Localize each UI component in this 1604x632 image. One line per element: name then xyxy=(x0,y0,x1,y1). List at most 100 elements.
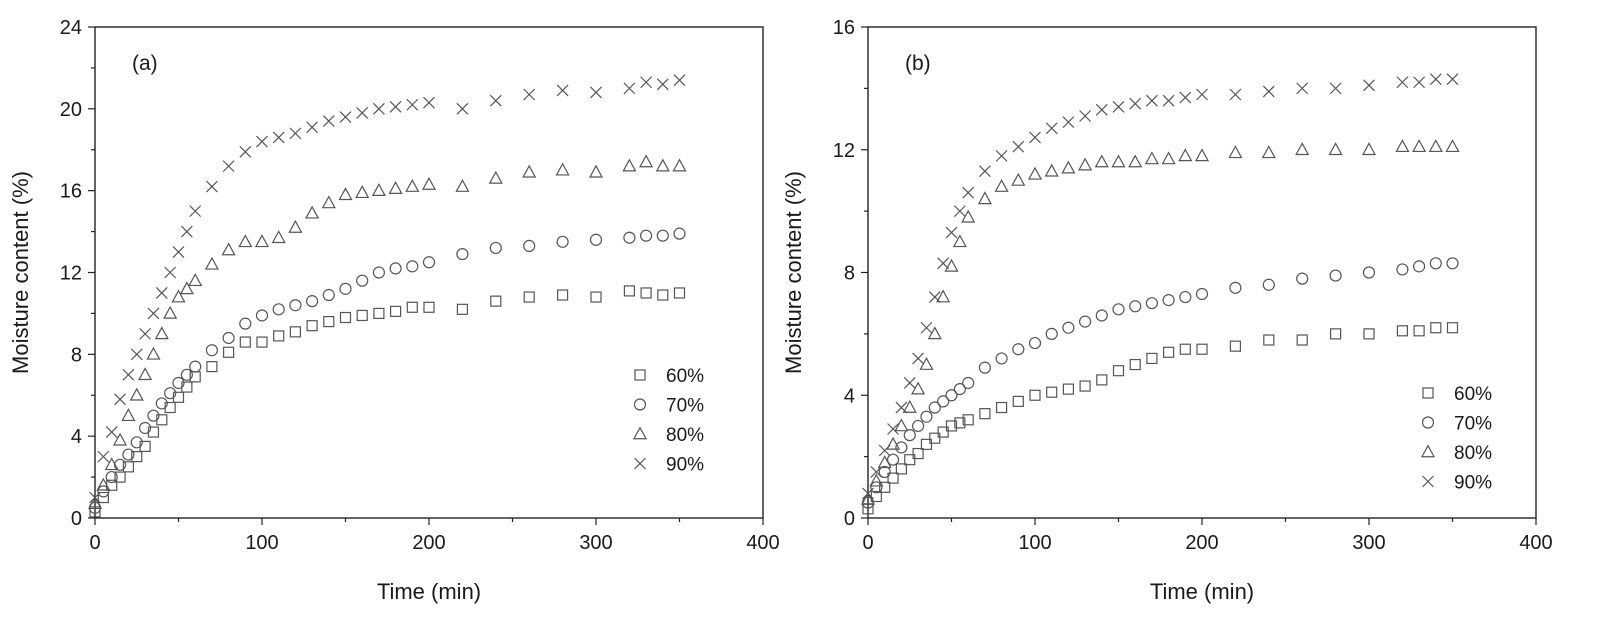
data-point xyxy=(937,426,949,438)
legend-label: 70% xyxy=(1454,414,1492,435)
data-point xyxy=(623,285,636,297)
x-tick-label: 400 xyxy=(746,532,779,554)
data-point xyxy=(672,158,687,172)
data-point xyxy=(945,389,958,402)
data-point xyxy=(130,436,143,449)
chart-panel-a: 0 100 200 300 400 0 4 8 12 16 20 24 Time (min) Moistu… xyxy=(8,17,780,604)
plot-frame xyxy=(94,26,764,519)
data-point xyxy=(89,491,101,504)
data-point xyxy=(1161,151,1176,165)
data-point xyxy=(1162,94,1175,107)
data-point xyxy=(523,88,536,101)
data-point xyxy=(555,162,570,176)
legend: 60% 70% 80% 90% xyxy=(1420,384,1492,494)
series-90pct xyxy=(862,73,1459,500)
data-point xyxy=(1229,88,1242,101)
data-point xyxy=(171,289,186,303)
data-point xyxy=(556,84,569,97)
data-point xyxy=(222,331,235,345)
legend-marker xyxy=(1420,444,1436,458)
x-axis-title: Time (min) xyxy=(1150,579,1254,604)
data-point xyxy=(911,419,925,433)
y-tick-label: 16 xyxy=(60,181,82,203)
data-point xyxy=(655,158,670,172)
data-point xyxy=(927,326,942,340)
data-point xyxy=(904,454,916,466)
data-point xyxy=(456,303,468,315)
legend-label: 80% xyxy=(666,425,704,446)
data-point xyxy=(1196,343,1208,355)
data-point xyxy=(1129,300,1142,313)
data-point xyxy=(97,450,110,463)
data-point xyxy=(1396,325,1409,337)
data-point xyxy=(406,301,418,313)
data-point xyxy=(87,496,103,510)
y-tick-label: 4 xyxy=(844,385,855,407)
data-point xyxy=(920,321,933,334)
y-tick-label: 16 xyxy=(833,17,855,39)
data-point xyxy=(1429,73,1442,86)
data-point xyxy=(139,421,152,435)
data-point xyxy=(1096,374,1108,386)
data-point xyxy=(1261,145,1276,159)
data-point xyxy=(104,457,119,471)
data-point xyxy=(1329,82,1342,95)
data-point xyxy=(1262,278,1275,291)
data-point xyxy=(96,477,111,491)
data-point xyxy=(1179,91,1192,104)
data-point xyxy=(189,360,202,373)
y-tick-label: 12 xyxy=(60,263,82,285)
data-point xyxy=(289,127,302,140)
data-point xyxy=(188,273,203,287)
data-point xyxy=(1045,327,1058,340)
data-point xyxy=(1061,160,1076,174)
data-point xyxy=(1029,389,1041,401)
x-axis-title: Time (min) xyxy=(377,579,481,604)
series-70pct xyxy=(88,227,686,514)
data-point xyxy=(994,178,1009,192)
data-point xyxy=(138,367,153,381)
data-point xyxy=(1129,358,1141,371)
data-point xyxy=(1296,334,1308,346)
x-tick-label: 0 xyxy=(862,532,873,554)
data-point xyxy=(1011,172,1026,186)
data-point xyxy=(321,195,336,209)
data-point xyxy=(877,455,892,469)
data-point xyxy=(1078,157,1093,171)
data-point xyxy=(1029,131,1041,144)
data-point xyxy=(139,440,151,452)
data-point xyxy=(1446,322,1459,334)
series-80pct xyxy=(860,139,1460,505)
series-80pct xyxy=(87,154,687,510)
data-point xyxy=(388,181,403,194)
data-point xyxy=(870,466,883,478)
data-point xyxy=(962,186,975,199)
data-point xyxy=(423,301,435,313)
data-point xyxy=(1396,263,1409,276)
data-point xyxy=(995,149,1008,162)
data-point xyxy=(523,239,536,253)
data-point xyxy=(919,356,934,370)
data-point xyxy=(221,242,236,256)
data-point xyxy=(673,287,686,299)
data-point xyxy=(1046,386,1058,398)
data-point xyxy=(623,231,636,244)
series-90pct xyxy=(89,74,686,504)
y-axis-title: Moisture content (%) xyxy=(781,171,806,374)
data-point xyxy=(356,274,369,287)
data-point xyxy=(1111,154,1126,168)
data-point xyxy=(1062,383,1075,395)
legend-marker xyxy=(634,369,646,381)
data-point xyxy=(164,401,176,414)
data-point xyxy=(1012,140,1025,153)
data-point xyxy=(978,361,992,374)
data-point xyxy=(522,164,537,178)
data-point xyxy=(222,160,235,173)
data-point xyxy=(656,229,669,242)
data-point xyxy=(1027,166,1043,180)
data-point xyxy=(1062,321,1075,334)
data-point xyxy=(256,336,268,348)
legend-marker xyxy=(634,457,646,470)
data-point xyxy=(953,383,966,396)
data-point xyxy=(887,472,899,484)
